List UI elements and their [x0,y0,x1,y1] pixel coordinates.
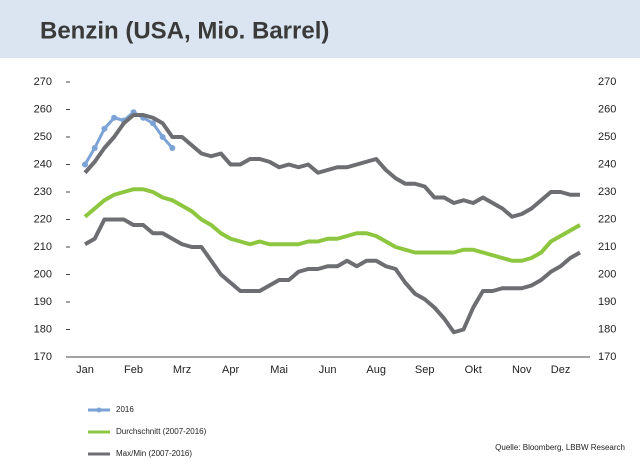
y-tick-label: 240 [34,158,52,170]
y2-tick-label: 210 [598,241,616,253]
point [111,114,118,121]
y-tick-label: 200 [34,268,52,280]
chart-title: Benzin (USA, Mio. Barrel) [40,17,329,44]
y2-tick-label: 170 [598,351,616,363]
source: Quelle: Bloomberg, LBBW Research [495,443,625,452]
series-line [83,187,581,263]
x-tick-label: Sep [415,364,435,376]
y2-tick-label: 200 [598,268,616,280]
y2-tick-label: 190 [598,296,616,308]
y2-tick-label: 250 [598,131,616,143]
legend-marker [96,407,102,413]
y-tick-label: 220 [34,213,52,225]
y-tick-label: 210 [34,241,52,253]
y-tick-label: 270 [34,76,52,88]
x-tick-label: Mai [270,364,288,376]
point [169,145,176,151]
y-tick-label: 230 [34,186,52,198]
series-line [83,110,174,166]
x-tick-label: Feb [124,364,143,376]
x-tick-label: Jan [76,364,94,376]
x-tick-label: Mrz [173,364,191,376]
y-tick-label: 260 [34,103,52,115]
x-tick-label: Dez [551,364,571,376]
series-line [83,113,580,219]
x-tick-label: Jun [319,364,337,376]
y2-tick-label: 230 [598,186,616,198]
y-tick-label: 190 [34,296,52,308]
y2-tick-label: 260 [598,103,616,115]
y2-tick-label: 270 [598,76,616,88]
title-band [0,0,640,58]
legend-label: Max/Min (2007-2016) [116,449,192,458]
y-tick-label: 180 [34,323,52,335]
x-tick-label: Apr [222,364,239,376]
point [159,134,166,140]
y2-tick-label: 180 [598,323,616,335]
point [91,145,98,151]
x-tick-label: Nov [512,364,532,376]
point [101,125,108,132]
x-tick-label: Aug [366,364,386,376]
legend-label: Durchschnitt (2007-2016) [116,427,207,436]
y-tick-label: 170 [34,351,52,363]
legend-label: 2016 [116,405,134,414]
y2-tick-label: 240 [598,158,616,170]
point [149,120,156,127]
x-tick-label: Okt [465,364,482,376]
y-tick-label: 250 [34,131,52,143]
y2-tick-label: 220 [598,213,616,225]
series-line [84,217,581,335]
point [82,161,88,168]
